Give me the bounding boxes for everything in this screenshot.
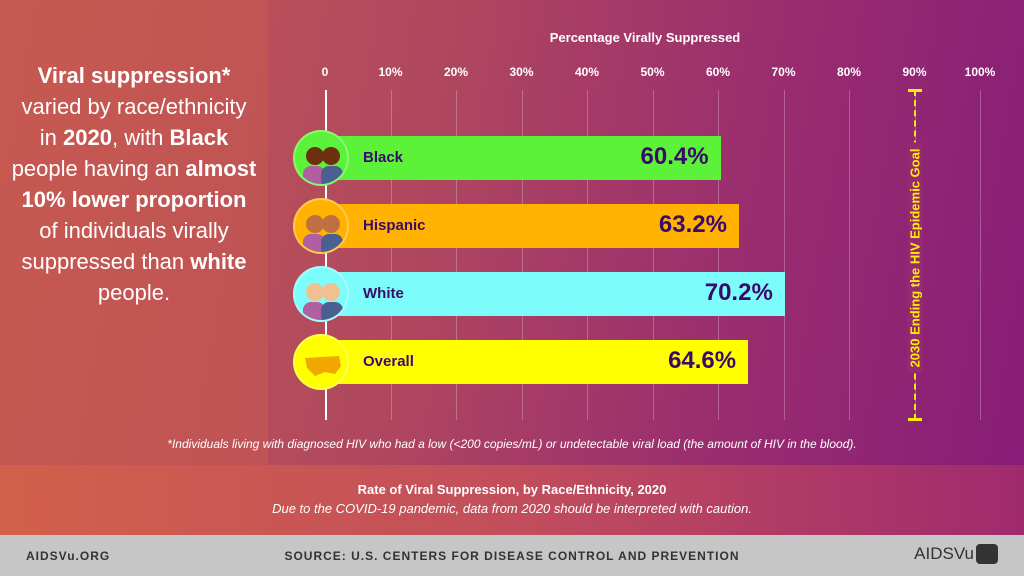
caption-band: Rate of Viral Suppression, by Race/Ethni… — [0, 465, 1024, 535]
x-tick-label: 20% — [443, 65, 469, 79]
gridline — [390, 90, 392, 420]
footnote: *Individuals living with diagnosed HIV w… — [167, 437, 857, 451]
site-link[interactable]: AIDSVu.ORG — [26, 549, 111, 563]
gridline — [718, 90, 719, 420]
headline-text: of individuals virally suppressed than — [21, 218, 229, 274]
goal-label: 2030 Ending the HIV Epidemic Goal — [907, 142, 923, 374]
headline-text: people. — [97, 280, 171, 305]
headline-text: varied by race/ethnicity in — [21, 94, 247, 150]
bar-category-label: White — [363, 285, 404, 302]
chart-panel: Viral suppression* varied by race/ethnic… — [0, 0, 1024, 465]
headline-bold: Black — [169, 125, 229, 150]
gridline — [456, 90, 457, 420]
headline-text: people having an — [11, 156, 186, 181]
headline-bold: almost 10% lower proportion — [21, 156, 257, 212]
gridline — [783, 90, 785, 420]
bar-value-label: 70.2% — [704, 279, 773, 306]
headline-text: , with — [112, 125, 170, 150]
footer: SOURCE: U.S. CENTERS FOR DISEASE CONTROL… — [0, 535, 1024, 576]
x-axis-title: Percentage Virally Suppressed — [549, 30, 741, 45]
headline-bold: Viral suppression* — [37, 63, 231, 88]
gridline — [849, 90, 850, 420]
logo-text: AIDSVu — [914, 544, 974, 563]
headline-bold: 2020 — [63, 125, 112, 150]
bar-value-label: 63.2% — [658, 211, 727, 238]
bar-category-label: Overall — [363, 353, 414, 370]
gridline — [980, 90, 981, 420]
x-tick-label: 10% — [378, 65, 403, 79]
bar-value-label: 64.6% — [668, 347, 737, 374]
aidsvu-logo: AIDSVu — [914, 544, 998, 564]
zero-axis-line — [325, 90, 327, 420]
bar-white: White 70.2% — [325, 272, 785, 316]
people-hispanic-icon — [293, 198, 349, 254]
headline: Viral suppression* varied by race/ethnic… — [10, 60, 258, 308]
x-tick-label: 100% — [964, 65, 996, 79]
source-text: SOURCE: U.S. CENTERS FOR DISEASE CONTROL… — [284, 549, 740, 563]
headline-bold: white — [190, 249, 247, 274]
bar-black: Black 60.4% — [325, 136, 721, 180]
gridline — [521, 90, 523, 420]
headline-panel: Viral suppression* varied by race/ethnic… — [0, 0, 268, 465]
people-white-icon — [293, 266, 349, 322]
chart-caption-subtitle: Due to the COVID-19 pandemic, data from … — [272, 501, 752, 516]
x-tick-label: 50% — [640, 65, 665, 79]
x-tick-label: 40% — [574, 65, 600, 79]
x-tick-label: 60% — [705, 65, 731, 79]
us-map-icon — [293, 334, 349, 390]
us-map-logo-icon — [976, 544, 998, 564]
chart-caption-title: Rate of Viral Suppression, by Race/Ethni… — [357, 482, 667, 497]
goal-cap — [908, 89, 922, 92]
x-tick-label: 90% — [902, 65, 927, 79]
bar-category-label: Black — [363, 149, 404, 166]
x-tick-label: 30% — [509, 65, 534, 79]
gridline — [652, 90, 654, 420]
bar-category-label: Hispanic — [363, 217, 426, 234]
bar-value-label: 60.4% — [640, 143, 709, 170]
gridline — [587, 90, 588, 420]
people-black-icon — [293, 130, 349, 186]
bar-hispanic: Hispanic 63.2% — [325, 204, 739, 248]
goal-cap — [908, 418, 922, 421]
x-tick-label: 70% — [771, 65, 796, 79]
bar-chart: Percentage Virally Suppressed 0 10% 20% 30%… — [293, 30, 996, 421]
x-tick-label: 0 — [321, 65, 329, 79]
bar-overall: Overall 64.6% — [325, 340, 749, 384]
x-tick-label: 80% — [836, 65, 862, 79]
